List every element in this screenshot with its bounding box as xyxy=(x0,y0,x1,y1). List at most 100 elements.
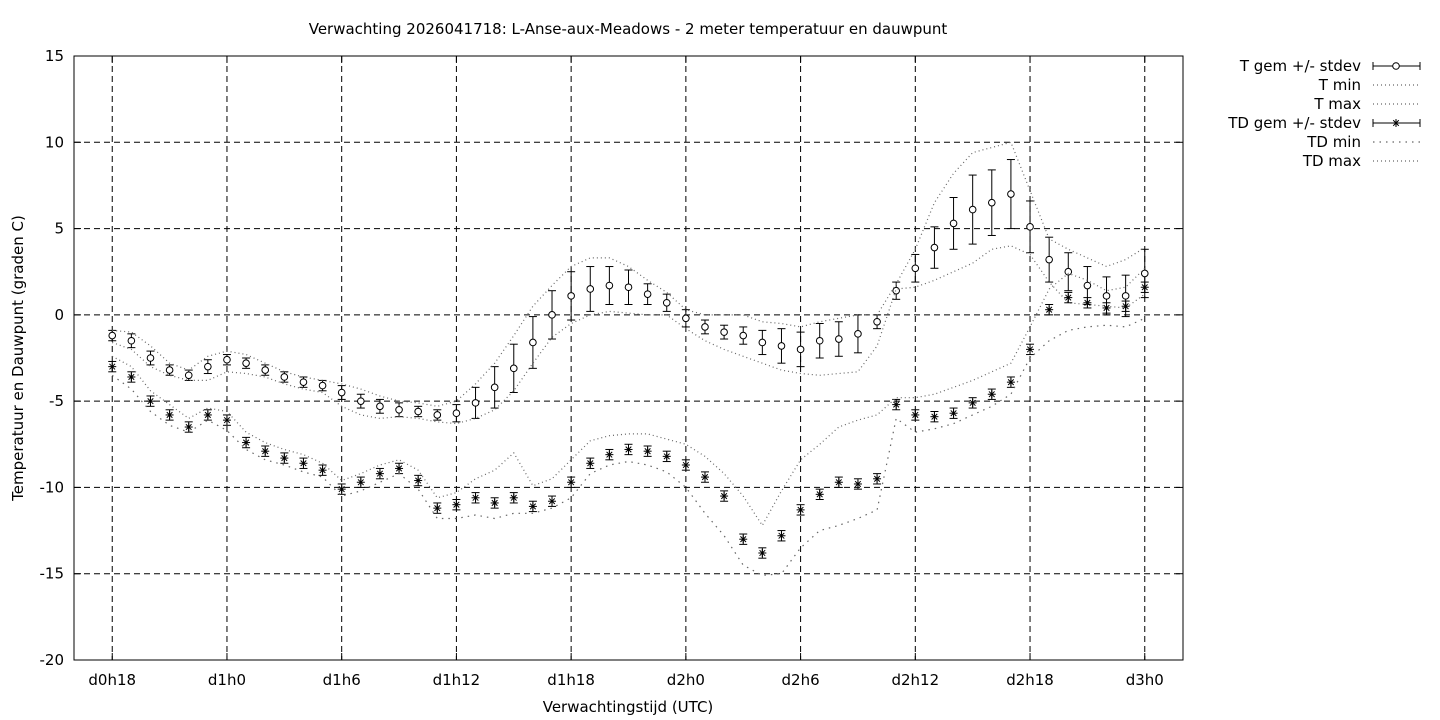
x-tick-label: d1h12 xyxy=(433,671,481,689)
data-point xyxy=(375,469,384,478)
data-point xyxy=(949,409,958,418)
data-point xyxy=(146,397,155,406)
data-point xyxy=(471,399,480,407)
data-point xyxy=(433,504,442,513)
y-tick-label: -10 xyxy=(40,478,65,496)
data-point xyxy=(299,459,308,468)
data-point xyxy=(261,366,270,374)
data-point xyxy=(682,314,690,323)
data-point xyxy=(280,373,289,381)
data-point xyxy=(777,342,786,350)
data-point xyxy=(1045,305,1054,314)
data-point xyxy=(1140,269,1149,278)
data-point xyxy=(567,478,576,487)
grid xyxy=(74,56,1183,660)
series-td-gem-stdev xyxy=(108,281,1149,559)
data-point xyxy=(299,378,308,386)
data-point xyxy=(739,535,748,544)
plot-frame xyxy=(73,55,1184,661)
y-tick-label: 0 xyxy=(54,306,64,324)
data-point xyxy=(968,398,977,407)
legend-marker xyxy=(1392,119,1400,127)
data-point xyxy=(758,549,767,558)
x-tick-label: d1h18 xyxy=(547,671,595,689)
legend-item-t-min: T min xyxy=(1318,76,1420,94)
data-point xyxy=(165,410,174,419)
data-point xyxy=(1102,303,1111,312)
data-point xyxy=(643,290,652,298)
data-point xyxy=(548,497,557,506)
x-tick-label: d2h0 xyxy=(667,671,705,689)
y-tick-label: 15 xyxy=(45,47,64,65)
data-point xyxy=(184,371,193,380)
data-point xyxy=(739,331,748,340)
data-point xyxy=(720,492,729,501)
series-t-gem-stdev xyxy=(108,159,1149,423)
data-point xyxy=(624,283,633,292)
data-point xyxy=(1007,190,1015,198)
x-tick-label: d2h12 xyxy=(891,671,939,689)
data-point xyxy=(777,531,786,540)
data-point xyxy=(1006,378,1015,387)
data-point xyxy=(1064,267,1073,276)
data-point xyxy=(108,362,117,371)
x-axis-ticks: d0h18 d1h0 d1h6 d1h12 d1h18 d2h0 d2h6 d2h12 d2h1… xyxy=(88,56,1164,689)
data-point xyxy=(815,490,824,499)
legend-label: TD gem +/- stdev xyxy=(1227,114,1361,132)
legend-item-t-gem-stdev: T gem +/- stdev xyxy=(1239,57,1421,75)
data-point xyxy=(701,323,709,331)
y-axis-ticks: 15 10 5 0 -5 -10 -15 -20 xyxy=(40,47,1183,669)
chart-title: Verwachting 2026041718: L-Anse-aux-Meado… xyxy=(309,20,948,38)
data-point xyxy=(930,243,939,252)
data-point xyxy=(815,336,824,345)
line-t-min xyxy=(111,245,1146,425)
y-tick-label: -5 xyxy=(49,392,64,410)
data-point xyxy=(586,285,595,293)
data-point xyxy=(911,410,920,419)
data-point xyxy=(414,407,422,416)
legend-label: TD max xyxy=(1302,152,1361,170)
data-point xyxy=(357,397,365,405)
series-layer xyxy=(108,141,1149,577)
data-point xyxy=(452,409,461,418)
data-point xyxy=(337,388,346,397)
data-point xyxy=(414,476,423,485)
x-tick-label: d2h18 xyxy=(1006,671,1054,689)
data-point xyxy=(127,336,136,345)
data-point xyxy=(433,411,442,419)
legend-item-td-gem-stdev: TD gem +/- stdev xyxy=(1227,114,1421,132)
data-point xyxy=(662,452,671,461)
data-point xyxy=(662,298,671,307)
y-axis-label: Temperatuur en Dauwpunt (graden C) xyxy=(9,215,27,502)
data-point xyxy=(242,359,250,367)
data-point xyxy=(796,505,805,514)
data-point xyxy=(204,362,212,371)
legend-label: TD min xyxy=(1306,133,1361,151)
x-tick-label: d2h6 xyxy=(782,671,820,689)
data-point xyxy=(567,292,575,300)
data-point xyxy=(700,473,709,482)
data-point xyxy=(1083,281,1092,290)
data-point xyxy=(108,331,117,340)
data-point xyxy=(1102,292,1111,300)
x-tick-label: d3h0 xyxy=(1126,671,1164,689)
data-point xyxy=(643,447,652,456)
data-point xyxy=(834,478,843,487)
data-point xyxy=(1026,223,1034,231)
data-point xyxy=(968,205,977,214)
data-point xyxy=(490,383,499,392)
legend-label: T gem +/- stdev xyxy=(1239,57,1361,75)
data-point xyxy=(1083,298,1092,307)
legend-marker xyxy=(1392,62,1400,70)
data-point xyxy=(1121,302,1130,311)
data-point xyxy=(452,500,461,509)
series-t-min xyxy=(111,245,1146,425)
data-point xyxy=(987,390,996,399)
data-point xyxy=(242,438,251,447)
data-point xyxy=(528,502,537,511)
x-tick-label: d1h6 xyxy=(323,671,361,689)
data-point xyxy=(681,460,690,469)
data-point xyxy=(223,355,231,364)
